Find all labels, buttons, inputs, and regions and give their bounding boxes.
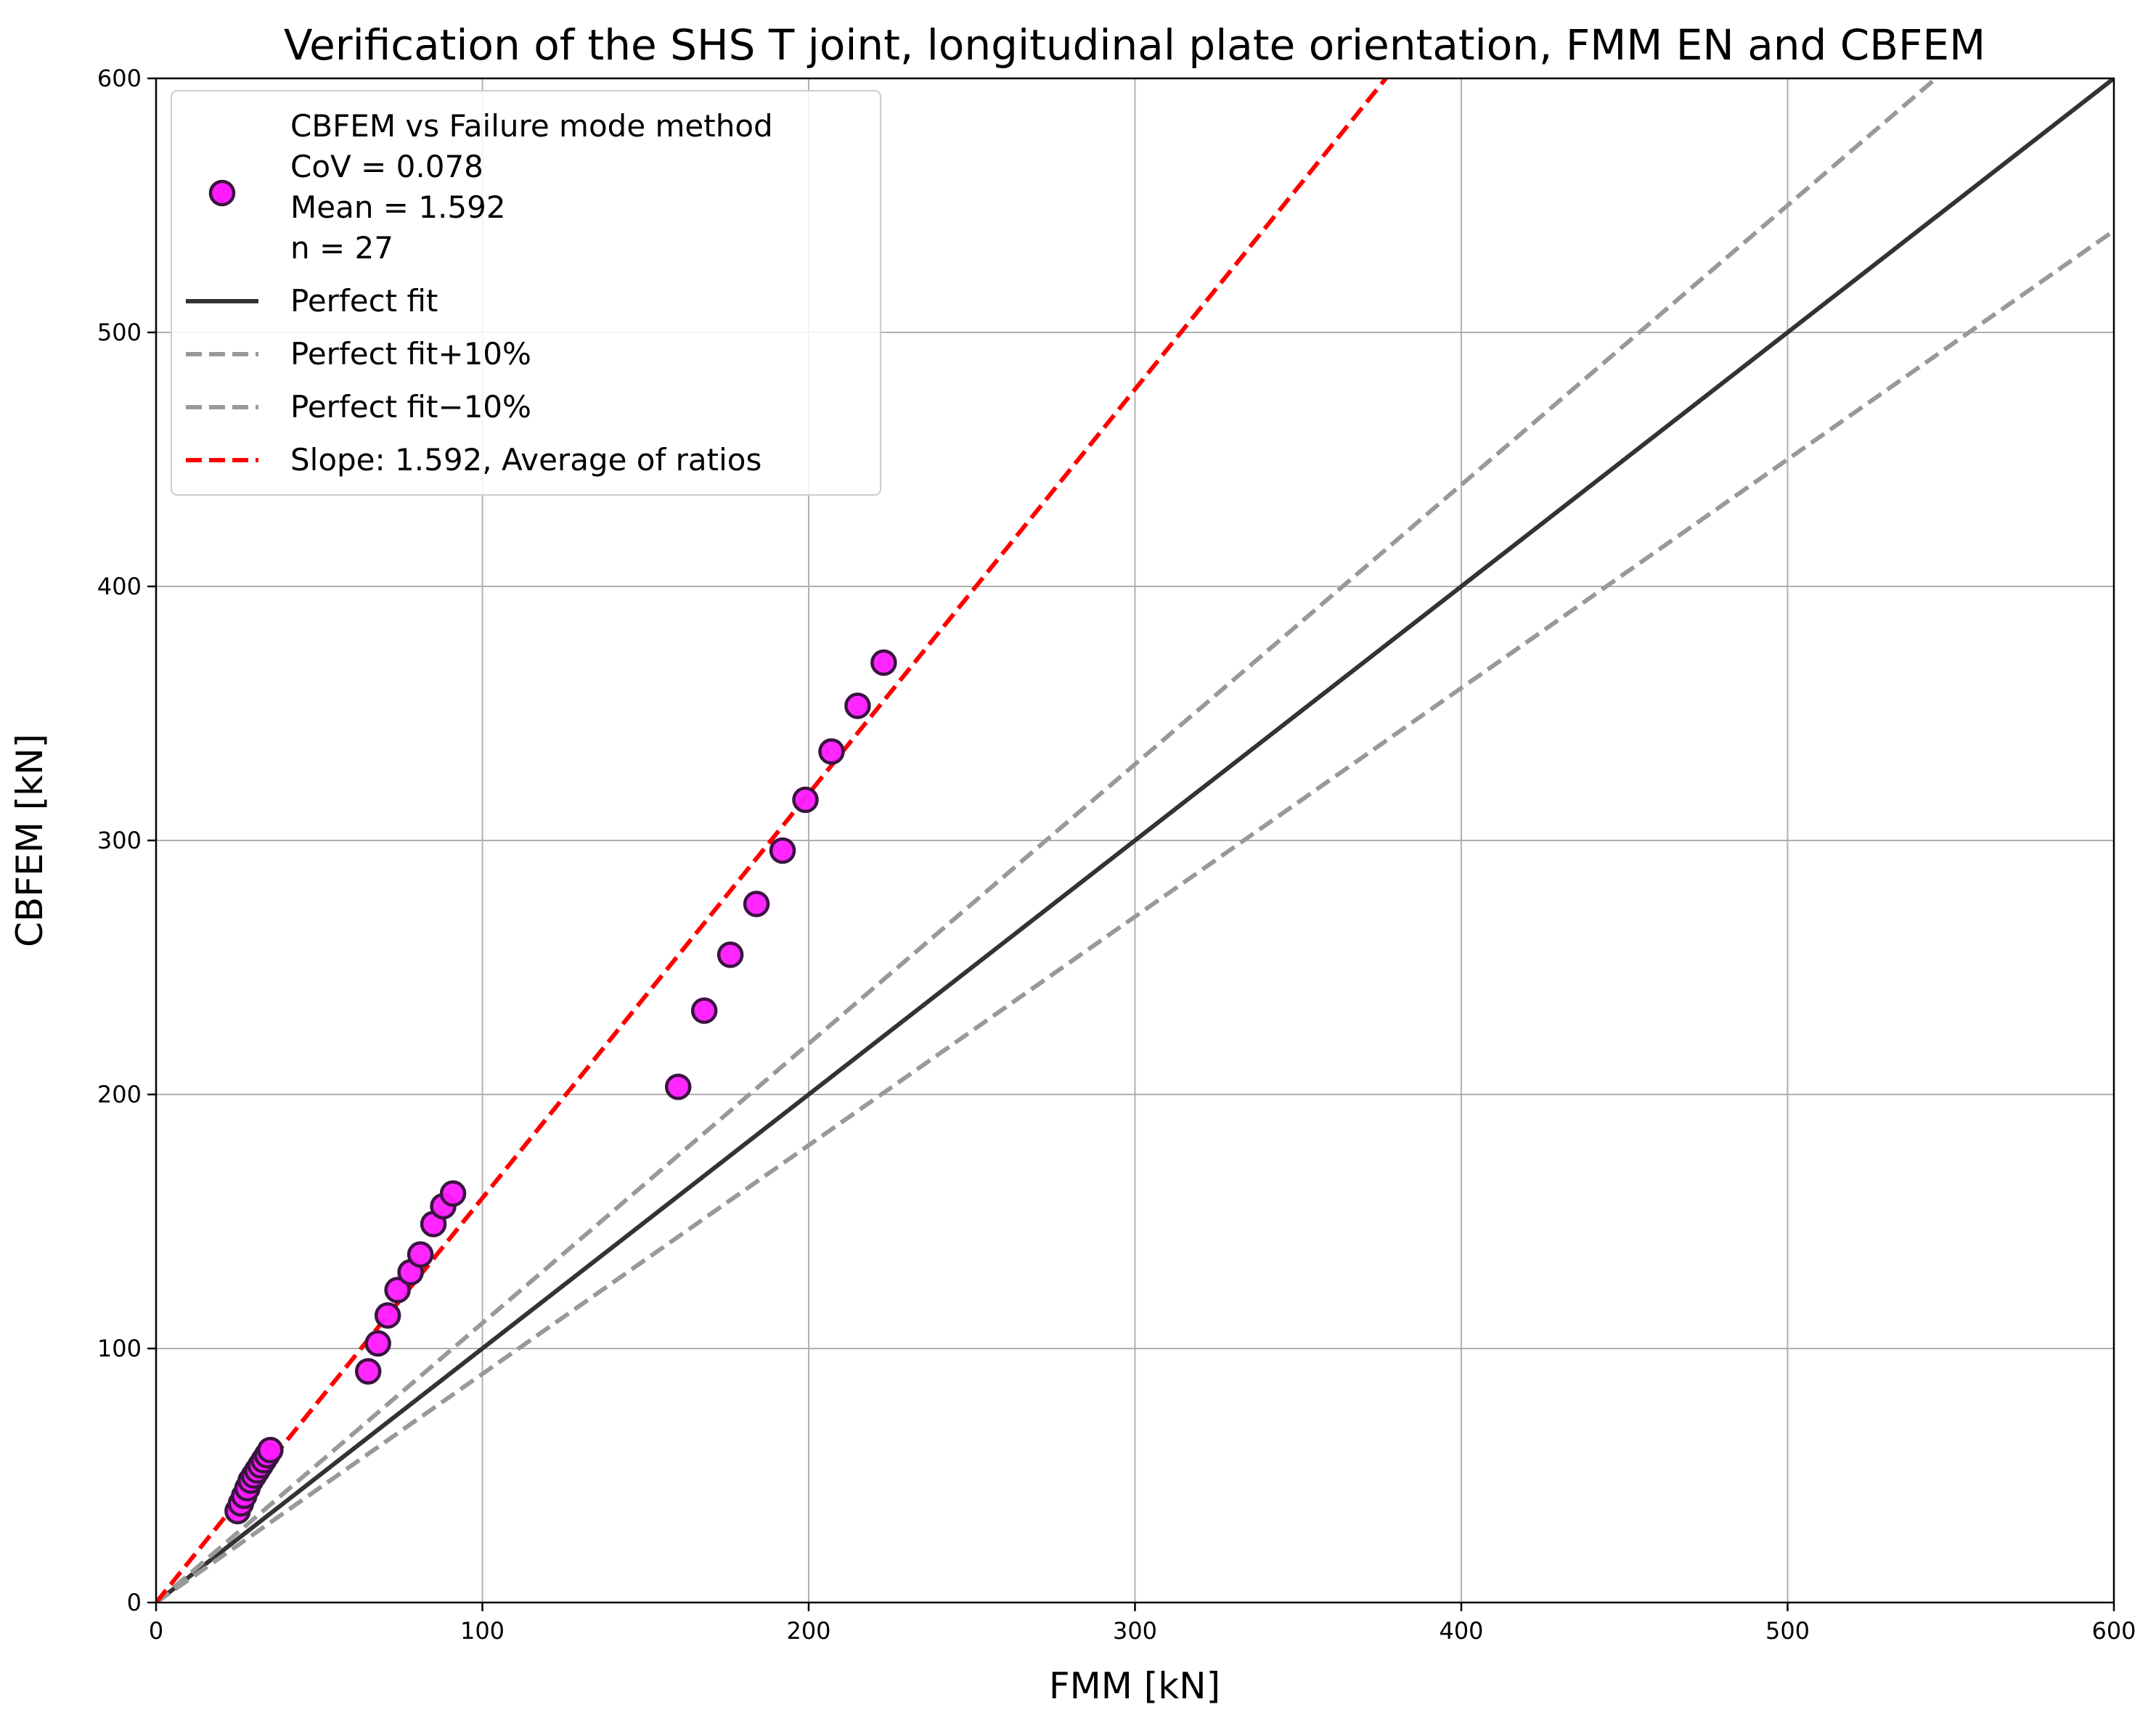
scatter-point (870, 649, 897, 676)
legend-stat-cov: CoV = 0.078 (290, 149, 483, 184)
x-tick-label: 500 (1765, 1617, 1810, 1645)
scatter-point (690, 997, 718, 1024)
x-tick-label: 400 (1439, 1617, 1483, 1645)
y-tick-label: 100 (97, 1335, 142, 1362)
chart-title: Verification of the SHS T joint, longitu… (284, 20, 1985, 70)
legend-stat-mean: Mean = 1.592 (290, 189, 506, 225)
x-tick-label: 200 (786, 1617, 830, 1645)
average-slope-line (156, 78, 1388, 1603)
plot-area (156, 78, 2114, 1603)
x-tick-label: 100 (460, 1617, 505, 1645)
y-tick-label: 0 (127, 1589, 142, 1616)
y-axis-label: CBFEM [kN] (9, 734, 51, 947)
scatter-point (844, 692, 871, 719)
scatter-point (407, 1241, 434, 1268)
scatter-point (716, 941, 744, 968)
scatter-point (769, 837, 796, 864)
legend-label-scatter: CBFEM vs Failure mode method (290, 108, 773, 144)
perfect-fit-line (156, 78, 2114, 1603)
y-tick-label: 500 (97, 319, 142, 346)
legend-box (171, 90, 881, 496)
x-tick-label: 300 (1113, 1617, 1157, 1645)
legend-label-slope: Slope: 1.592, Average of ratios (290, 442, 761, 478)
legend-stat-n: n = 27 (290, 230, 393, 266)
axis-ticks: 0 100 200 300 400 500 600 0 100 200 300 400 500 600 (97, 65, 2136, 1645)
perfect-fit-minus10-line (156, 229, 2114, 1603)
legend-marker-scatter (208, 179, 236, 207)
y-tick-label: 400 (97, 573, 142, 600)
legend-label-minus10: Perfect fit−10% (290, 389, 531, 425)
x-tick-label: 0 (149, 1617, 163, 1645)
legend: CBFEM vs Failure mode method CoV = 0.078… (171, 90, 881, 496)
scatter-point (439, 1180, 467, 1207)
y-tick-label: 200 (97, 1081, 142, 1108)
scatter-point (384, 1277, 411, 1303)
legend-label-perfect-fit: Perfect fit (290, 283, 438, 319)
legend-label-plus10: Perfect fit+10% (290, 336, 531, 372)
scatter-point (664, 1073, 692, 1100)
scatter-point (374, 1302, 401, 1329)
perfect-fit-plus10-line (156, 78, 1937, 1603)
scatter-point (818, 738, 845, 765)
scatter-point (364, 1330, 391, 1357)
scatter-point (257, 1436, 284, 1464)
x-axis-label: FMM [kN] (1049, 1665, 1220, 1707)
scatter-point (792, 786, 819, 814)
scatter-point (743, 891, 770, 917)
x-tick-label: 600 (2091, 1617, 2136, 1645)
y-tick-label: 600 (97, 65, 142, 92)
y-tick-label: 300 (97, 827, 142, 854)
scatter-point (354, 1358, 382, 1385)
